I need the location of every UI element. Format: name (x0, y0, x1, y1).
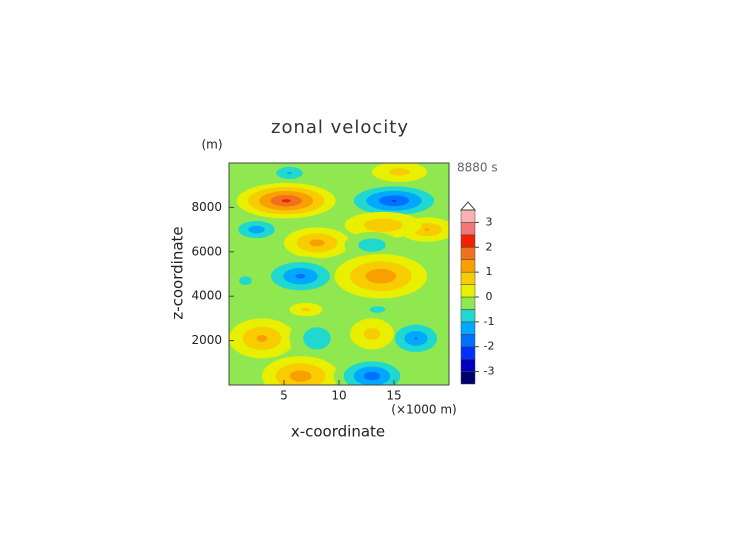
colorbar-bin (460, 296, 476, 310)
contour-ring (287, 171, 292, 174)
contour-ring (239, 276, 252, 286)
colorbar-bin (460, 284, 476, 298)
contour-ring (281, 199, 291, 203)
colorbar-bin (460, 222, 476, 236)
colorbar-bin (460, 358, 476, 372)
y-tick-label: 6000 (191, 244, 222, 258)
colorbar-tick-label: 2 (486, 240, 493, 253)
colorbar-tick-label: 0 (486, 290, 493, 303)
x-tick-label: 10 (331, 389, 346, 403)
x-unit: (×1000 m) (391, 403, 456, 417)
x-tick-label: 5 (280, 389, 288, 403)
contour-ring (301, 307, 311, 312)
y-tick-label: 2000 (191, 333, 222, 347)
time-label: 8880 s (457, 161, 498, 175)
colorbar-bin (460, 247, 476, 260)
y-axis-label: z-coordinate (169, 226, 187, 319)
contour-ring (363, 218, 403, 232)
colorbar-tick-label: -3 (484, 365, 495, 378)
contour-ring (363, 328, 381, 340)
colorbar-tick-label: 1 (486, 265, 493, 278)
contour-ring (303, 327, 331, 350)
colorbar-bin (460, 371, 476, 385)
contour-ring (363, 371, 381, 381)
contour-field (229, 163, 449, 385)
chart-title: zonal velocity (271, 117, 409, 138)
contour-ring (424, 228, 430, 231)
colorbar-bin (460, 259, 476, 273)
contour-ring (309, 239, 325, 247)
colorbar-tick-label: -1 (484, 315, 495, 328)
contour-ring (248, 225, 265, 234)
contour-ring (289, 370, 312, 382)
colorbar-bin (460, 271, 476, 285)
contour-ring (414, 337, 418, 340)
colorbar-bin (460, 346, 476, 360)
contour-ring (365, 268, 397, 284)
contour-ring (358, 238, 386, 252)
y-tick-label: 4000 (191, 289, 222, 303)
contour-ring (391, 199, 397, 202)
x-axis-label: x-coordinate (291, 423, 385, 441)
colorbar-bin (460, 209, 476, 223)
colorbar-tick-label: -2 (484, 340, 495, 353)
colorbar-bin (460, 334, 476, 347)
y-tick-label: 8000 (191, 200, 222, 214)
contour-ring (256, 335, 268, 342)
x-tick-label: 15 (386, 389, 401, 403)
colorbar-tick-label: 3 (486, 215, 493, 228)
y-unit: (m) (201, 138, 222, 152)
contour-ring (389, 168, 410, 176)
colorbar-bin (460, 234, 476, 248)
colorbar-bin (460, 321, 476, 335)
contour-ring (369, 306, 386, 313)
contour-ring (295, 273, 306, 279)
colorbar-bin (460, 309, 476, 323)
colorbar-extend (459, 201, 477, 211)
